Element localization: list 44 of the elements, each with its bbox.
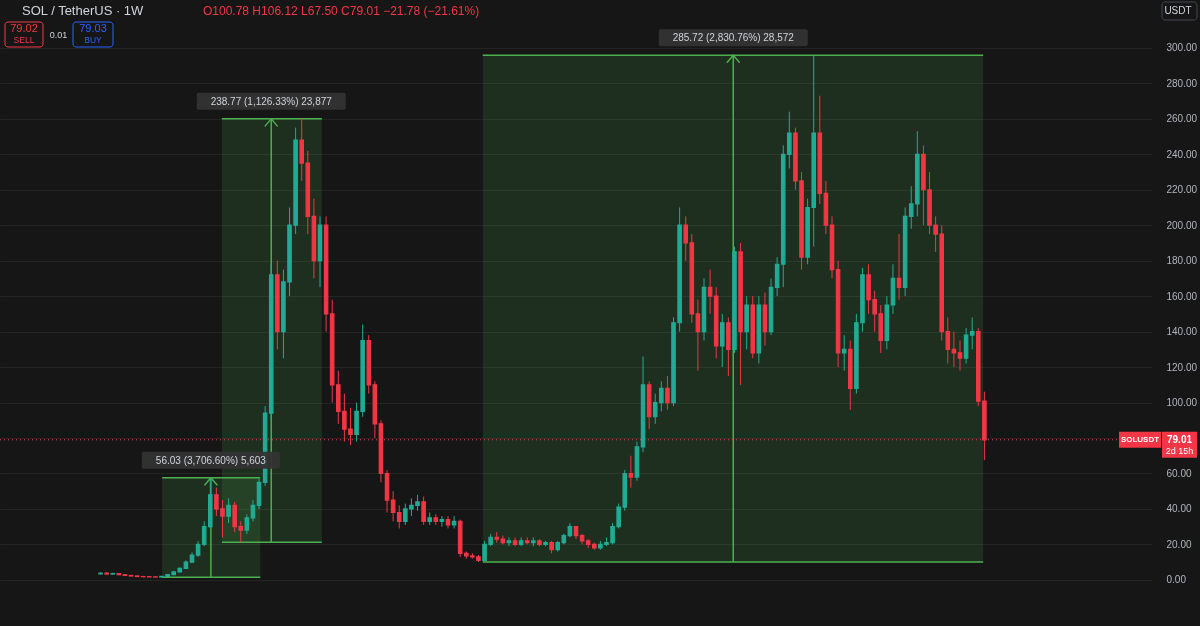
text: 79.01 [1166, 433, 1193, 445]
candlestick [969, 316, 975, 350]
y-tick-label: 280.00 [1166, 77, 1198, 89]
y-tick-label: 120.00 [1166, 361, 1198, 373]
chart-title: SOL / TetherUS · 1W [22, 3, 145, 18]
candlestick [390, 490, 396, 522]
annotation: 79.03 [79, 22, 107, 34]
y-tick-label: 260.00 [1166, 113, 1198, 125]
y-tick-label: 140.00 [1166, 326, 1198, 338]
candlestick [421, 496, 426, 526]
y-tick-label: 300.00 [1166, 42, 1198, 54]
candlestick [451, 515, 457, 529]
y-tick-label: 40.00 [1166, 503, 1192, 515]
band-label: 56.03 (3,706.60%) 5,603 [155, 454, 267, 466]
y-tick-label: 60.00 [1166, 467, 1192, 479]
text: 2d 15h [1165, 445, 1194, 456]
y-tick-label: 0.00 [1166, 574, 1187, 586]
band-label: 285.72 (2,830.76%) 28,572 [672, 32, 795, 44]
y-tick-label: 200.00 [1166, 219, 1198, 231]
y-tick-label: 160.00 [1166, 290, 1198, 302]
candlestick [719, 313, 725, 368]
candlestick [226, 497, 231, 524]
candlestick [506, 536, 512, 547]
ref-line-label: SOLUSDT [1120, 434, 1160, 444]
y-tick-label: 20.00 [1166, 538, 1192, 550]
candlestick [951, 331, 957, 368]
candlestick [665, 375, 670, 411]
y-tick-label: 100.00 [1166, 397, 1198, 409]
annotation: SELL [13, 35, 35, 45]
chart-subtitle: O100.78 H106.12 L67.50 C79.01 −21.78 (−21.61%) [203, 4, 480, 18]
y-tick-label: 240.00 [1166, 148, 1198, 160]
candlestick [396, 504, 402, 529]
band-label: 238.77 (1,126.33%) 23,877 [210, 95, 333, 107]
candlestick [957, 339, 963, 372]
annotation: 0.01 [49, 30, 68, 40]
y-tick-label: 220.00 [1166, 184, 1198, 196]
candlestick [439, 515, 445, 528]
annotation: 79.02 [10, 22, 38, 34]
y-tick-label: 180.00 [1166, 255, 1198, 267]
candlestick [244, 513, 250, 535]
candlestick [628, 455, 634, 489]
candlestick [841, 334, 847, 372]
text: USDT [1164, 5, 1192, 16]
annotation: BUY [84, 35, 103, 45]
